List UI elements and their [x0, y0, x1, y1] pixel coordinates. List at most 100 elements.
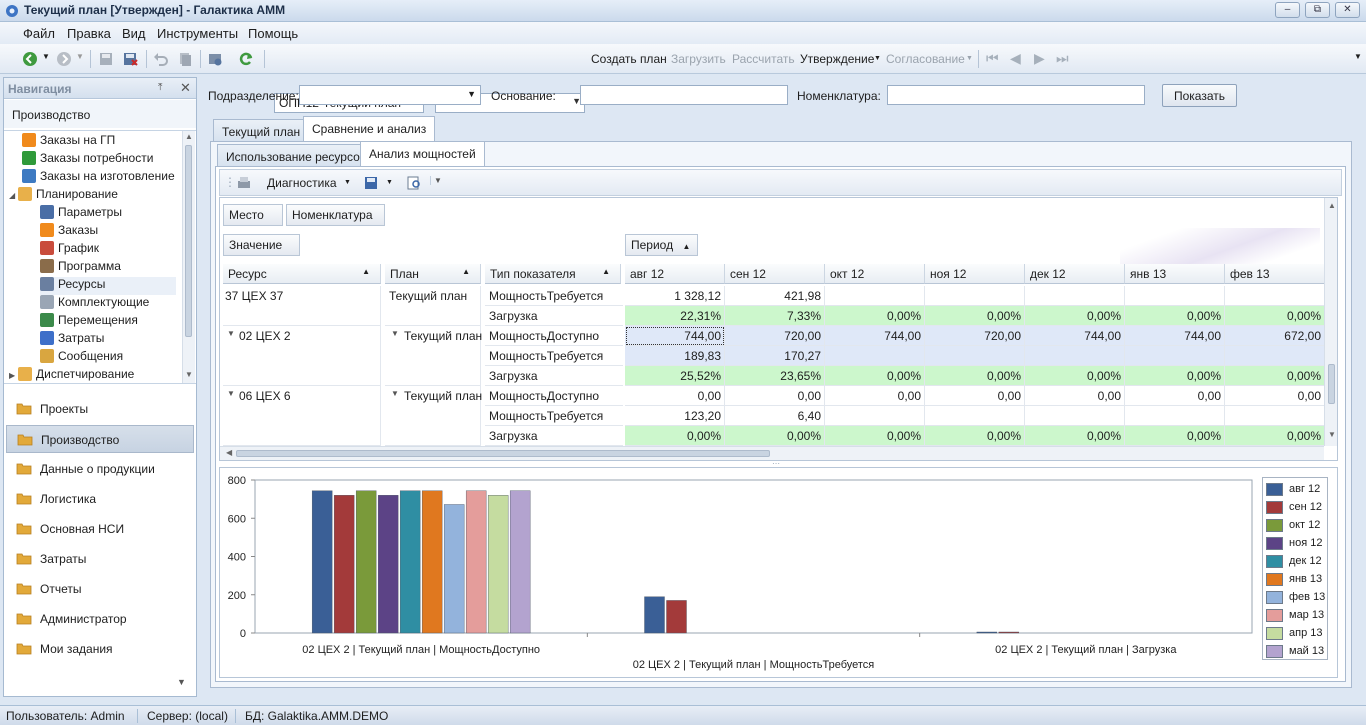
value-cell[interactable]: 0,00% — [825, 306, 925, 326]
column-field-period[interactable]: Период ▲ — [625, 234, 698, 256]
tree-item[interactable]: Затраты — [40, 331, 176, 349]
menu-tools[interactable]: Инструменты — [157, 26, 239, 41]
collapse-icon[interactable]: ▼ — [391, 329, 399, 338]
division-select[interactable]: ▼ — [299, 85, 481, 105]
close-icon[interactable]: ✕ — [180, 80, 191, 95]
tree-item[interactable]: Заказы — [40, 223, 176, 241]
toolbar-overflow-icon[interactable]: ▼ — [1354, 52, 1362, 61]
tab-comparison[interactable]: Сравнение и анализ — [303, 116, 436, 142]
value-cell[interactable]: 0,00 — [925, 386, 1025, 406]
value-cell[interactable] — [925, 286, 1025, 306]
value-cell[interactable]: 0,00 — [725, 386, 825, 406]
value-cell[interactable]: 0,00 — [825, 386, 925, 406]
splitter-grip[interactable]: ⋯ — [772, 459, 780, 468]
row-field-resource[interactable]: Ресурс ▲ — [223, 264, 381, 284]
legend-item[interactable]: мар 13 — [1266, 609, 1326, 623]
value-cell[interactable]: 744,00 — [825, 326, 925, 346]
bar[interactable] — [333, 495, 355, 634]
legend-item[interactable]: апр 13 — [1266, 627, 1326, 641]
tree-item[interactable]: Заказы потребности — [22, 151, 176, 169]
value-cell[interactable] — [1025, 286, 1125, 306]
value-cell[interactable] — [1125, 406, 1225, 426]
bar[interactable] — [644, 596, 665, 634]
tree-item[interactable]: Ресурсы — [40, 277, 176, 295]
nav-group[interactable]: Основная НСИ — [6, 515, 194, 543]
scroll-left-icon[interactable]: ◀ — [226, 448, 233, 457]
tab-capacity-analysis[interactable]: Анализ мощностей — [360, 141, 485, 167]
value-cell[interactable]: 170,27 — [725, 346, 825, 366]
bar[interactable] — [377, 495, 399, 634]
value-cell[interactable]: 744,00 — [1125, 326, 1225, 346]
approval-dropdown[interactable]: Утверждение — [800, 52, 875, 66]
nav-group[interactable]: Мои задания — [6, 635, 194, 663]
value-cell[interactable]: 6,40 — [725, 406, 825, 426]
collapse-icon[interactable]: ▼ — [227, 389, 235, 398]
expanded-arrow-icon[interactable]: ◢ — [9, 191, 16, 200]
value-cell[interactable]: 0,00% — [1125, 366, 1225, 386]
value-cell[interactable]: 0,00 — [1225, 386, 1325, 406]
scroll-down-icon[interactable]: ▼ — [1328, 430, 1336, 439]
value-cell[interactable]: 0,00 — [1025, 386, 1125, 406]
show-button[interactable]: Показать — [1162, 84, 1237, 107]
bar[interactable] — [465, 490, 487, 634]
bar[interactable] — [399, 490, 421, 634]
nav-group[interactable]: Отчеты — [6, 575, 194, 603]
value-cell[interactable]: 0,00% — [1225, 306, 1325, 326]
value-cell[interactable]: 0,00% — [825, 426, 925, 446]
filter-field-nomenclature[interactable]: Номенклатура — [286, 204, 385, 226]
period-column-header[interactable]: авг 12 — [625, 264, 725, 284]
bar[interactable] — [443, 504, 465, 634]
value-cell[interactable]: 1 328,12 — [625, 286, 725, 306]
value-cell[interactable]: 189,83 — [625, 346, 725, 366]
tree-item[interactable]: Программа — [40, 259, 176, 277]
value-cell[interactable] — [1125, 346, 1225, 366]
nav-group[interactable]: Логистика — [6, 485, 194, 513]
value-cell[interactable]: 0,00% — [1025, 366, 1125, 386]
nav-group[interactable]: Проекты — [6, 395, 194, 423]
value-cell[interactable]: 0,00% — [1025, 426, 1125, 446]
legend-item[interactable]: сен 12 — [1266, 501, 1326, 515]
nav-group[interactable]: Производство — [6, 425, 194, 453]
value-cell[interactable]: 0,00 — [1125, 386, 1225, 406]
value-cell[interactable] — [1025, 406, 1125, 426]
bar[interactable] — [509, 490, 531, 634]
value-cell[interactable]: 25,52% — [625, 366, 725, 386]
scroll-up-icon[interactable]: ▲ — [185, 132, 193, 141]
tree-item[interactable]: Комплектующие — [40, 295, 176, 313]
scroll-down-icon[interactable]: ▼ — [185, 370, 193, 379]
scroll-up-icon[interactable]: ▲ — [1328, 201, 1336, 210]
value-cell[interactable] — [1225, 346, 1325, 366]
bar[interactable] — [666, 600, 687, 634]
bar[interactable] — [355, 490, 377, 634]
export-icon[interactable] — [363, 175, 379, 191]
value-cell[interactable]: 0,00% — [1025, 306, 1125, 326]
toolbar-overflow-icon[interactable]: ▼ — [430, 176, 442, 185]
row-field-plan[interactable]: План ▲ — [385, 264, 481, 284]
bar[interactable] — [311, 490, 333, 634]
grid-horizontal-scrollbar[interactable]: ◀ — [220, 446, 1324, 460]
legend-item[interactable]: дек 12 — [1266, 555, 1326, 569]
nav-tree-scrollbar[interactable]: ▲ ▼ — [182, 131, 195, 383]
create-plan-button[interactable]: Создать план — [591, 52, 667, 66]
legend-item[interactable]: фев 13 — [1266, 591, 1326, 605]
value-cell[interactable]: 23,65% — [725, 366, 825, 386]
tree-item[interactable]: ▶ Диспетчирование — [9, 367, 176, 385]
value-cell[interactable] — [925, 346, 1025, 366]
nav-group[interactable]: Затраты — [6, 545, 194, 573]
restore-button[interactable]: ⧉ — [1305, 2, 1330, 18]
value-cell[interactable]: 0,00% — [1225, 426, 1325, 446]
tree-item[interactable]: Перемещения — [40, 313, 176, 331]
value-cell[interactable] — [925, 406, 1025, 426]
value-cell[interactable]: 672,00 — [1225, 326, 1325, 346]
settings-icon[interactable] — [207, 51, 223, 67]
value-cell[interactable]: 0,00% — [925, 366, 1025, 386]
period-column-header[interactable]: янв 13 — [1125, 264, 1225, 284]
legend-item[interactable]: янв 13 — [1266, 573, 1326, 587]
tree-item[interactable]: ◢ Планирование — [9, 187, 176, 205]
menu-help[interactable]: Помощь — [248, 26, 299, 41]
legend-item[interactable]: ноя 12 — [1266, 537, 1326, 551]
period-column-header[interactable]: фев 13 — [1225, 264, 1325, 284]
pin-icon[interactable]: ⤒ — [158, 82, 163, 93]
nav-group[interactable]: Администратор — [6, 605, 194, 633]
tree-item[interactable]: Заказы на ГП — [22, 133, 176, 151]
